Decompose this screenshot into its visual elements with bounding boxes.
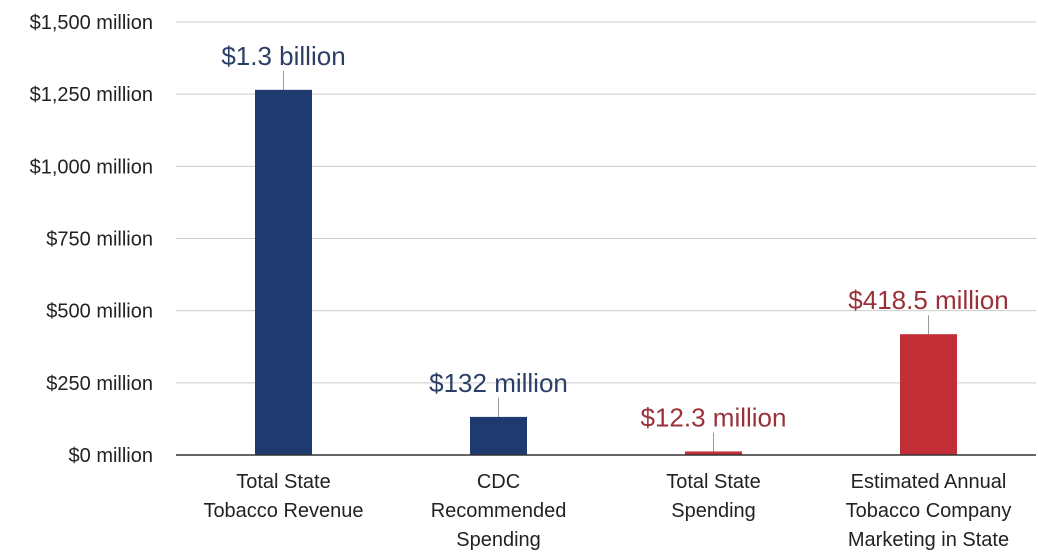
y-tick-label: $1,000 million (30, 156, 153, 178)
y-tick-label: $750 million (46, 229, 153, 251)
bar (900, 334, 957, 455)
x-tick-label: Total State Spending (666, 471, 761, 522)
data-label: $418.5 million (848, 285, 1008, 315)
data-label: $12.3 million (641, 402, 787, 432)
y-tick-label: $500 million (46, 301, 153, 323)
y-tick-label: $1,250 million (30, 84, 153, 106)
bars (255, 90, 957, 455)
x-tick-label: CDC Recommended Spending (431, 471, 567, 551)
data-label: $132 million (429, 368, 568, 398)
bar (255, 90, 312, 455)
x-tick-label: Total State Tobacco Revenue (203, 471, 363, 522)
data-label: $1.3 billion (221, 41, 345, 71)
y-tick-label: $0 million (69, 445, 153, 467)
data-labels: $1.3 billion $132 million $12.3 million $41… (221, 41, 1008, 452)
y-axis: $0 million $250 million $500 million $750 m… (30, 12, 153, 467)
y-tick-label: $250 million (46, 373, 153, 395)
x-tick-label: Estimated Annual Tobacco Company Marketing… (846, 471, 1012, 551)
x-axis: Total State Tobacco Revenue CDC Recommended… (176, 455, 1036, 551)
y-tick-label: $1,500 million (30, 12, 153, 34)
bar (470, 417, 527, 455)
